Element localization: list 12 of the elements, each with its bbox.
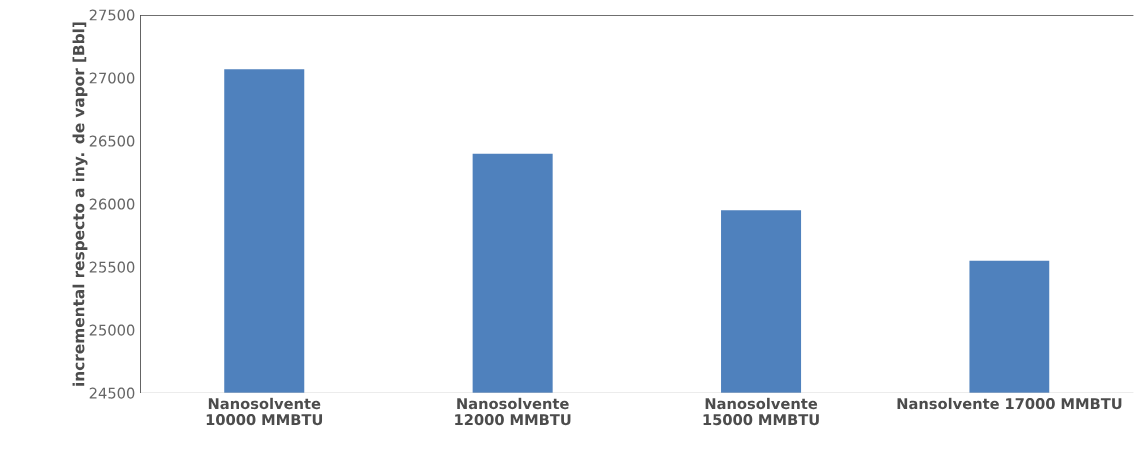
y-tick-label: 25000 xyxy=(89,324,135,336)
y-tick-label: 27000 xyxy=(89,72,135,84)
x-tick-label: Nanosolvente 10000 MMBTU xyxy=(206,397,323,426)
y-tick-label: 26000 xyxy=(89,198,135,210)
y-tick-label: 24500 xyxy=(89,387,135,399)
x-tick-label: Nanosolvente 12000 MMBTU xyxy=(455,397,571,426)
y-axis-title: incremental respecto a iny. de vapor [Bbl] xyxy=(72,22,88,386)
x-tick-label: Nanosolvente 15000 MMBTU xyxy=(703,397,819,426)
x-tick-label: Nansolvente 17000 MMBTU xyxy=(897,397,1122,410)
y-tick-label: 26500 xyxy=(89,135,135,147)
y-tick-label: 27500 xyxy=(89,9,135,21)
y-tick-label: 25500 xyxy=(89,261,135,273)
